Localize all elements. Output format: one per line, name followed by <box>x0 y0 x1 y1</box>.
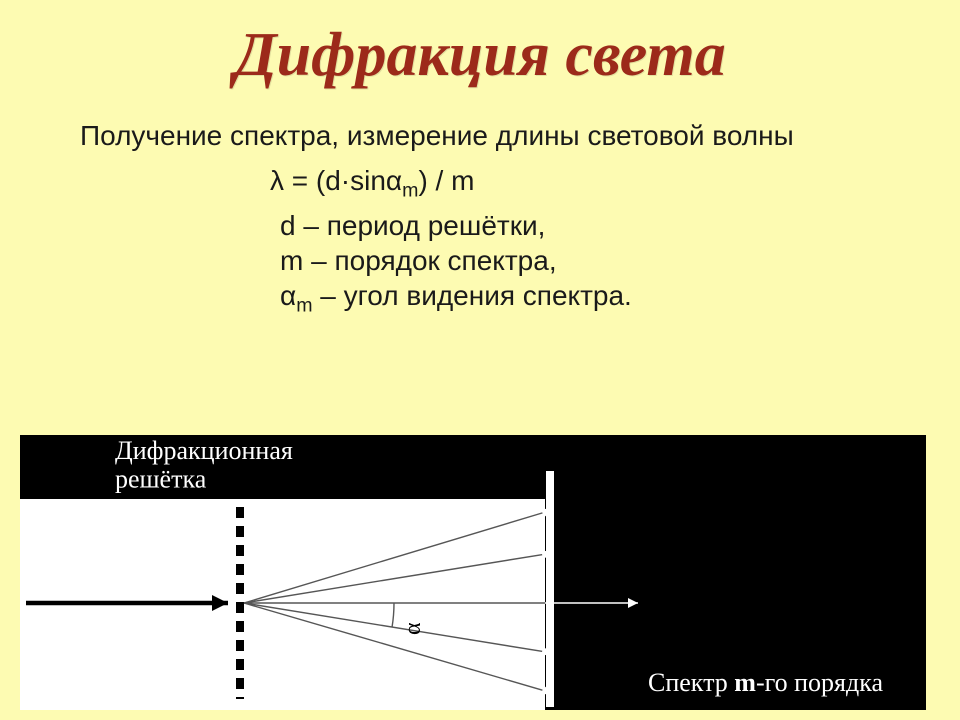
subtitle: Получение спектра, измерение длины свето… <box>80 117 860 155</box>
svg-text:Дифракционнаярешётка: Дифракционнаярешётка <box>115 436 293 494</box>
page-title: Дифракция света <box>0 20 960 91</box>
svg-text:Спектр m-го порядка: Спектр m-го порядка <box>648 668 883 697</box>
svg-text:α: α <box>400 622 426 635</box>
definition-d: d – период решётки, <box>280 208 960 243</box>
definition-alpha: αm – угол видения спектра. <box>280 278 960 318</box>
definition-m: m – порядок спектра, <box>280 243 960 278</box>
diagram-svg: α Дифракционнаярешётка Спектр m-го порядка <box>20 435 926 710</box>
diffraction-diagram: α Дифракционнаярешётка Спектр m-го порядка <box>20 435 926 710</box>
formula: λ = (d·sinαm) / m <box>270 165 960 203</box>
definitions: d – период решётки, m – порядок спектра,… <box>280 208 960 318</box>
